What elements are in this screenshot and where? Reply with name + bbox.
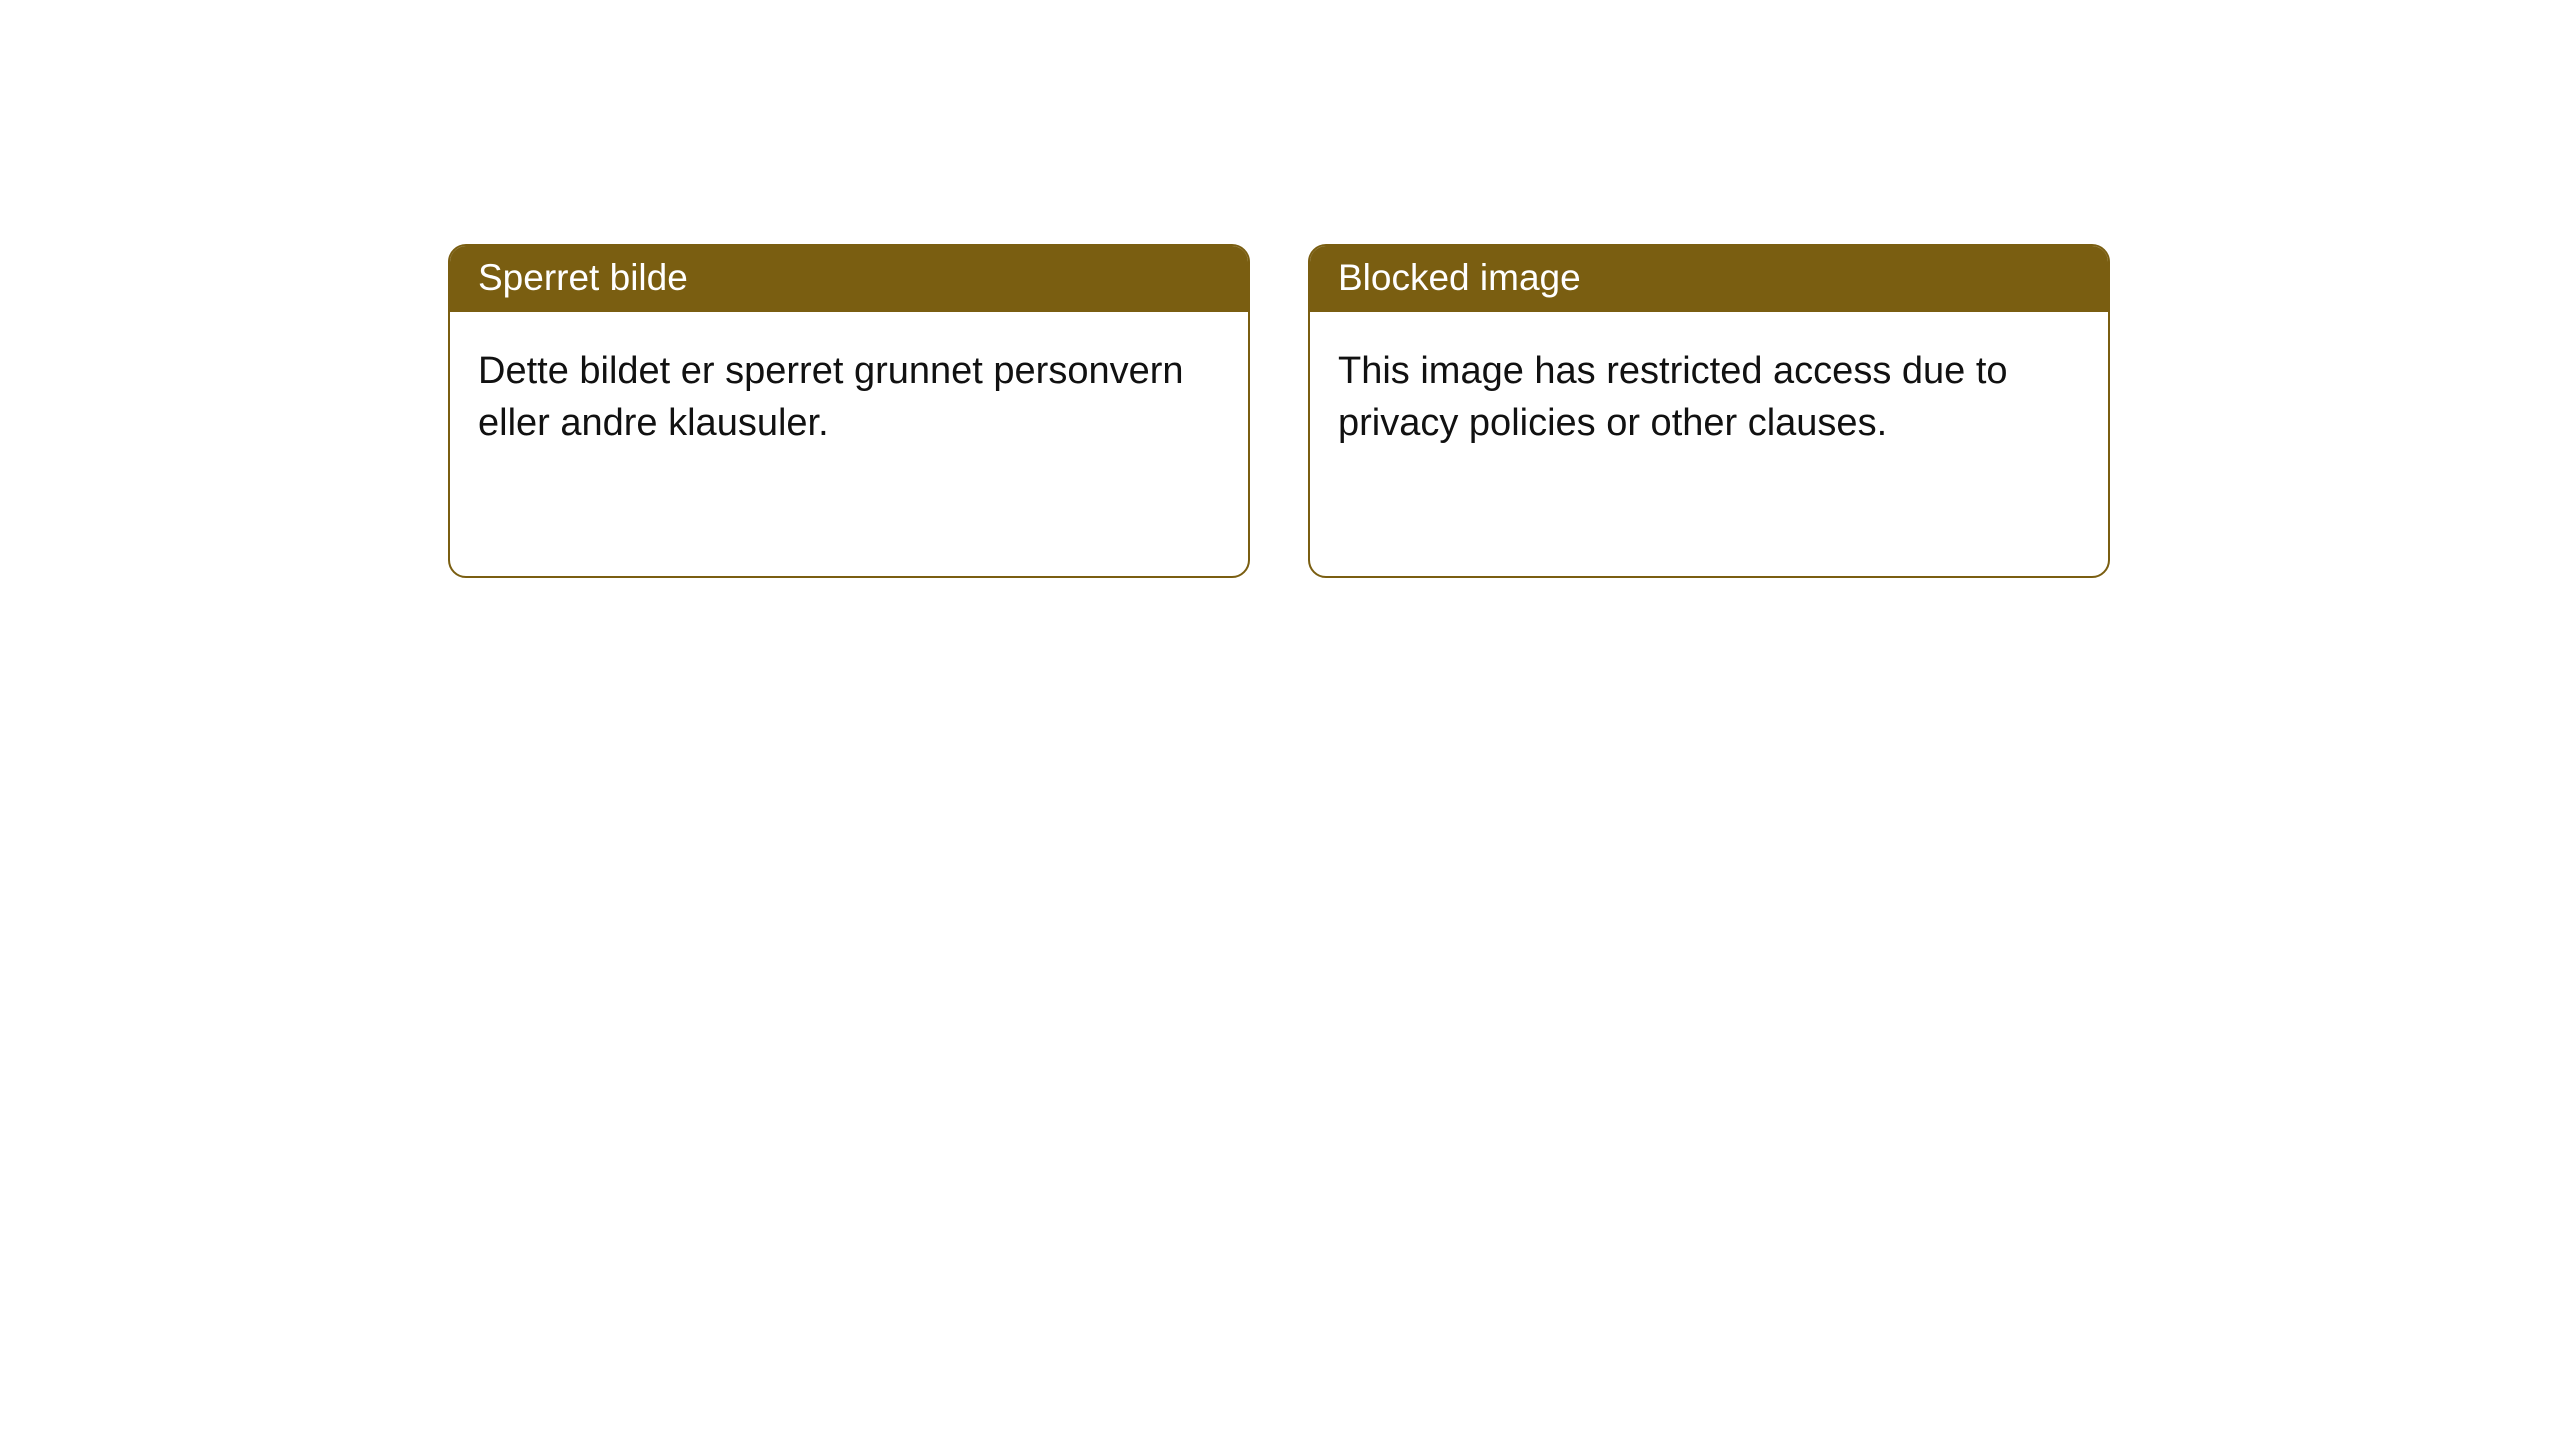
notice-container: Sperret bilde Dette bildet er sperret gr… xyxy=(0,0,2560,578)
notice-card-no: Sperret bilde Dette bildet er sperret gr… xyxy=(448,244,1250,578)
notice-body-no: Dette bildet er sperret grunnet personve… xyxy=(450,312,1248,483)
notice-body-en: This image has restricted access due to … xyxy=(1310,312,2108,483)
notice-header-no: Sperret bilde xyxy=(450,246,1248,312)
notice-card-en: Blocked image This image has restricted … xyxy=(1308,244,2110,578)
notice-header-en: Blocked image xyxy=(1310,246,2108,312)
